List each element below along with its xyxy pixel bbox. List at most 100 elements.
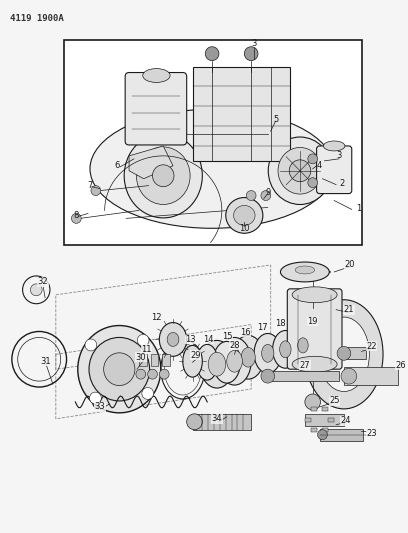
Text: 21: 21 bbox=[344, 305, 354, 314]
Text: 2: 2 bbox=[339, 179, 345, 188]
Circle shape bbox=[187, 414, 202, 430]
Circle shape bbox=[305, 394, 321, 410]
Text: 7: 7 bbox=[87, 181, 93, 190]
Bar bbox=[311, 428, 317, 432]
Ellipse shape bbox=[218, 337, 251, 385]
Bar bbox=[319, 429, 364, 441]
FancyBboxPatch shape bbox=[125, 72, 187, 145]
Ellipse shape bbox=[262, 344, 274, 362]
Text: 13: 13 bbox=[185, 335, 196, 344]
Text: 28: 28 bbox=[229, 341, 240, 350]
Circle shape bbox=[261, 191, 271, 200]
Circle shape bbox=[31, 284, 42, 296]
Ellipse shape bbox=[208, 352, 226, 376]
Ellipse shape bbox=[273, 330, 298, 368]
Ellipse shape bbox=[167, 333, 179, 346]
Bar bbox=[139, 354, 146, 366]
Ellipse shape bbox=[295, 266, 315, 274]
Ellipse shape bbox=[268, 137, 332, 205]
Bar bbox=[322, 428, 328, 432]
Circle shape bbox=[205, 47, 219, 61]
Ellipse shape bbox=[254, 334, 282, 373]
Ellipse shape bbox=[89, 337, 150, 401]
Text: 25: 25 bbox=[329, 397, 339, 406]
Text: 20: 20 bbox=[345, 260, 355, 269]
Text: 24: 24 bbox=[341, 416, 351, 425]
Ellipse shape bbox=[233, 335, 264, 379]
Bar bbox=[151, 354, 158, 366]
Ellipse shape bbox=[305, 300, 383, 409]
Text: 9: 9 bbox=[265, 188, 271, 197]
Ellipse shape bbox=[289, 160, 311, 182]
Text: 12: 12 bbox=[151, 313, 162, 322]
Circle shape bbox=[308, 154, 317, 164]
Bar bbox=[193, 414, 251, 430]
Ellipse shape bbox=[278, 148, 322, 194]
Ellipse shape bbox=[143, 69, 170, 83]
Circle shape bbox=[308, 177, 317, 188]
Ellipse shape bbox=[104, 353, 135, 385]
Ellipse shape bbox=[124, 134, 202, 218]
Text: 18: 18 bbox=[275, 319, 286, 328]
Text: 14: 14 bbox=[203, 335, 213, 344]
Ellipse shape bbox=[241, 348, 255, 367]
Text: 32: 32 bbox=[38, 277, 49, 286]
Text: 23: 23 bbox=[366, 429, 377, 438]
Circle shape bbox=[261, 369, 275, 383]
Text: 34: 34 bbox=[212, 414, 222, 423]
Ellipse shape bbox=[227, 350, 242, 372]
Circle shape bbox=[317, 430, 327, 440]
Ellipse shape bbox=[279, 341, 291, 358]
Text: 6: 6 bbox=[115, 161, 120, 170]
Bar bbox=[305, 414, 344, 426]
Text: 22: 22 bbox=[366, 342, 377, 351]
Text: 3: 3 bbox=[251, 39, 257, 49]
Ellipse shape bbox=[78, 326, 161, 413]
Circle shape bbox=[137, 334, 149, 346]
Ellipse shape bbox=[319, 317, 369, 392]
Text: 19: 19 bbox=[308, 317, 318, 326]
Bar bbox=[311, 408, 317, 411]
Ellipse shape bbox=[213, 342, 240, 383]
Circle shape bbox=[136, 369, 146, 379]
Text: 26: 26 bbox=[395, 361, 406, 370]
Ellipse shape bbox=[153, 165, 174, 187]
FancyBboxPatch shape bbox=[317, 146, 352, 193]
Polygon shape bbox=[129, 146, 173, 179]
Text: 10: 10 bbox=[239, 224, 250, 233]
Bar bbox=[328, 418, 334, 422]
Text: 30: 30 bbox=[135, 353, 146, 362]
Text: 17: 17 bbox=[257, 323, 268, 332]
Ellipse shape bbox=[233, 206, 255, 225]
Ellipse shape bbox=[280, 262, 329, 282]
Text: 1: 1 bbox=[356, 204, 361, 213]
Bar bbox=[344, 367, 398, 385]
Text: 3: 3 bbox=[336, 151, 342, 160]
Text: 27: 27 bbox=[299, 361, 310, 370]
Circle shape bbox=[148, 369, 157, 379]
Circle shape bbox=[71, 213, 81, 223]
Ellipse shape bbox=[200, 341, 234, 388]
Ellipse shape bbox=[298, 338, 308, 353]
Ellipse shape bbox=[324, 141, 345, 151]
Bar bbox=[266, 371, 339, 381]
Circle shape bbox=[160, 369, 169, 379]
Text: 4: 4 bbox=[317, 161, 322, 170]
Ellipse shape bbox=[160, 322, 187, 356]
Circle shape bbox=[341, 368, 357, 384]
Circle shape bbox=[91, 185, 101, 196]
Bar bbox=[193, 67, 290, 161]
Bar bbox=[162, 354, 170, 366]
Ellipse shape bbox=[292, 287, 337, 303]
Bar bbox=[322, 408, 328, 411]
Bar bbox=[305, 418, 311, 422]
Ellipse shape bbox=[136, 147, 190, 205]
Ellipse shape bbox=[197, 344, 218, 380]
Ellipse shape bbox=[292, 356, 337, 372]
Ellipse shape bbox=[291, 328, 315, 362]
Ellipse shape bbox=[226, 198, 263, 233]
Circle shape bbox=[90, 392, 101, 404]
Text: 31: 31 bbox=[41, 357, 51, 366]
Circle shape bbox=[246, 191, 256, 200]
Text: 4119 1900A: 4119 1900A bbox=[10, 14, 64, 23]
